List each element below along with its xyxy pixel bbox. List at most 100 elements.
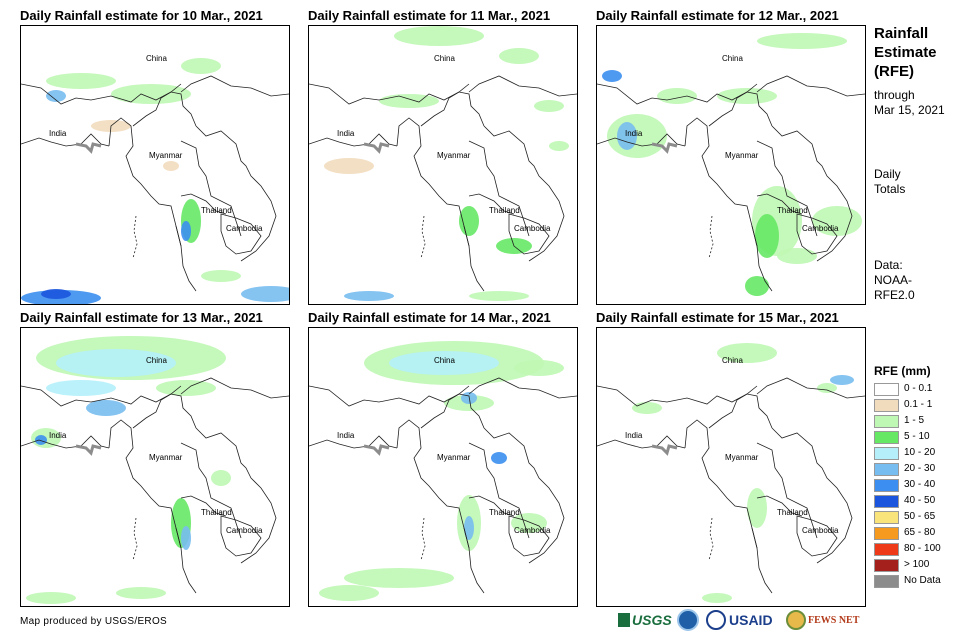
rainfall-area — [181, 58, 221, 74]
country-label-cambodia: Cambodia — [514, 526, 551, 535]
usgs-icon — [618, 613, 630, 627]
country-border — [21, 435, 110, 449]
rainfall-area — [379, 94, 439, 108]
rainfall-area — [469, 291, 529, 301]
rainfall-area — [632, 402, 662, 414]
no-data-coast — [75, 444, 102, 456]
map-graphic — [21, 58, 289, 304]
map-graphic — [597, 343, 865, 603]
rainfall-area — [464, 516, 474, 540]
country-label-china: China — [146, 356, 167, 365]
rainfall-area — [777, 248, 817, 264]
legend-swatch — [874, 447, 899, 460]
legend-swatch — [874, 495, 899, 508]
usgs-logo: USGS — [618, 606, 672, 634]
legend-swatch — [874, 415, 899, 428]
rainfall-area — [491, 452, 507, 464]
map-graphic — [597, 33, 865, 296]
country-label-china: China — [146, 54, 167, 63]
country-border — [21, 133, 110, 147]
legend-swatch — [874, 383, 899, 396]
no-data-coast — [363, 444, 390, 456]
country-border — [21, 83, 182, 105]
rainfall-area — [201, 270, 241, 282]
country-label-thailand: Thailand — [201, 206, 232, 215]
usaid-logo: USAID — [706, 606, 773, 634]
island-chain — [132, 517, 138, 561]
rainfall-area — [717, 343, 777, 363]
country-border — [468, 377, 577, 399]
rainfall-area — [549, 141, 569, 151]
sidebar-title-line1: Rainfall — [874, 25, 929, 42]
rainfall-map-5: China India Myanmar Thailand Cambodia — [308, 327, 578, 607]
country-border — [195, 125, 277, 262]
country-label-china: China — [722, 54, 743, 63]
country-border — [420, 91, 485, 127]
sidebar-data-src1: NOAA- — [874, 273, 913, 287]
sidebar-date: Mar 15, 2021 — [874, 103, 945, 117]
rainfall-area — [389, 351, 499, 375]
country-border — [180, 140, 242, 237]
country-border — [175, 527, 197, 594]
country-border — [463, 527, 485, 594]
sidebar-totals: Totals — [874, 182, 906, 196]
legend-swatch — [874, 463, 899, 476]
country-border — [195, 427, 277, 564]
rainfall-area — [46, 90, 66, 102]
rainfall-area — [46, 380, 116, 396]
island-chain — [420, 517, 426, 561]
rainfall-area — [514, 360, 564, 376]
country-border — [483, 427, 565, 564]
rainfall-area — [702, 593, 732, 603]
legend-swatch — [874, 399, 899, 412]
country-label-thailand: Thailand — [777, 508, 808, 517]
legend-swatch — [874, 575, 899, 588]
country-label-cambodia: Cambodia — [226, 224, 263, 233]
legend-swatch — [874, 431, 899, 444]
map-graphic — [309, 341, 577, 601]
country-label-myanmar: Myanmar — [725, 453, 759, 462]
country-border — [175, 225, 197, 292]
country-label-india: India — [49, 431, 67, 440]
legend-label: 1 - 5 — [904, 415, 925, 426]
rainfall-area — [657, 88, 697, 104]
country-border — [309, 133, 398, 147]
rainfall-area — [459, 206, 479, 236]
rainfall-area — [181, 221, 191, 241]
country-border — [180, 442, 242, 539]
country-border — [309, 385, 470, 407]
country-border — [396, 117, 470, 247]
usgs-logo-text: USGS — [632, 612, 672, 628]
country-label-myanmar: Myanmar — [437, 151, 471, 160]
no-data-coast — [75, 142, 102, 154]
no-data-coast — [651, 444, 678, 456]
sidebar-daily: Daily — [874, 167, 901, 181]
country-border — [468, 140, 530, 237]
panel-title-4: Daily Rainfall estimate for 13 Mar., 202… — [20, 310, 263, 325]
country-label-china: China — [434, 356, 455, 365]
island-chain — [708, 517, 714, 561]
country-border — [684, 117, 758, 247]
legend-label: 0.1 - 1 — [904, 399, 933, 410]
rainfall-area — [156, 380, 216, 396]
country-border — [220, 515, 262, 557]
rainfall-map-4: China India Myanmar Thailand Cambodia — [20, 327, 290, 607]
legend-swatch — [874, 543, 899, 556]
legend-label: 10 - 20 — [904, 447, 936, 458]
legend-label: 50 - 65 — [904, 511, 936, 522]
rainfall-area — [319, 585, 379, 601]
country-border — [597, 435, 686, 449]
country-border — [751, 527, 773, 594]
country-label-india: India — [49, 129, 67, 138]
rainfall-area — [757, 33, 847, 49]
sidebar-title-line2: Estimate — [874, 44, 937, 61]
country-border — [708, 91, 773, 127]
legend-label: 80 - 100 — [904, 543, 941, 554]
legend-swatch — [874, 479, 899, 492]
panel-title-2: Daily Rainfall estimate for 11 Mar., 202… — [308, 8, 551, 23]
panel-title-5: Daily Rainfall estimate for 14 Mar., 202… — [308, 310, 551, 325]
rainfall-area — [394, 26, 484, 46]
rainfall-area — [181, 526, 191, 550]
rainfall-area — [534, 100, 564, 112]
sidebar-daily-totals: Daily Totals — [874, 167, 905, 197]
